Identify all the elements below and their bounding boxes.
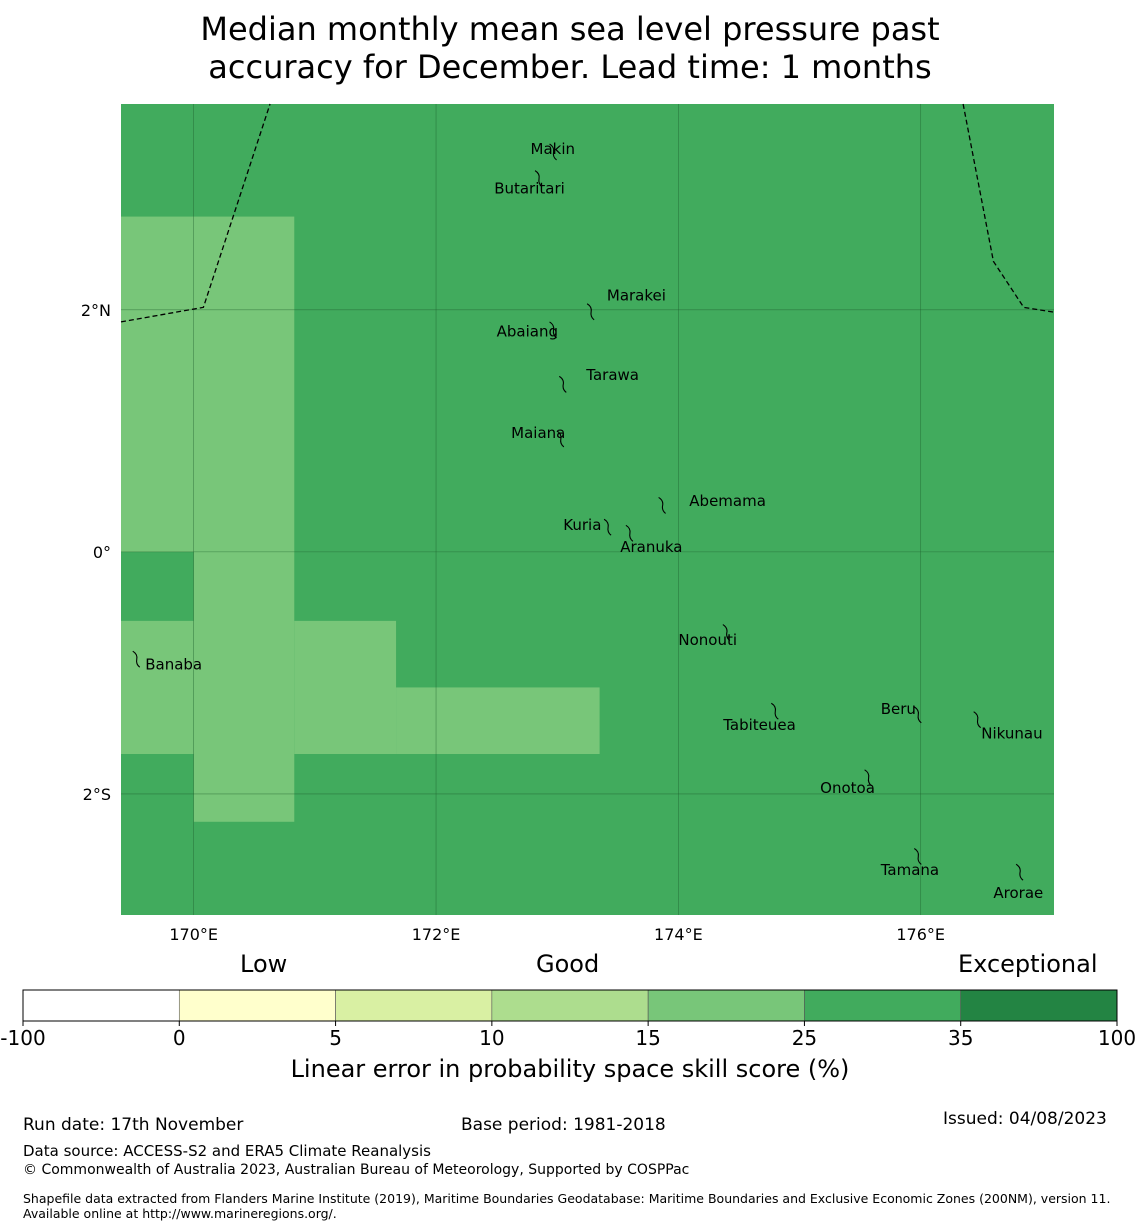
colorbar-bin [804,989,962,1022]
skill-region-15-25 [193,551,295,822]
island-outline [722,624,731,641]
eez-boundary [120,103,271,323]
island-label: Nikunau [981,724,1042,742]
island-label: Banaba [145,655,202,673]
colorbar-tick-label: 25 [792,1026,817,1050]
island-label: Maiana [511,424,565,442]
island-label: Nonouti [678,631,737,649]
lon-tick-label: 174°E [654,925,703,944]
issued-date: Issued: 04/08/2023 [943,1109,1107,1129]
eez-boundary [962,103,1055,313]
skill-region-15-25 [294,620,397,755]
colorbar-bin [647,989,805,1022]
category-good-label: Good [536,950,600,978]
island-outline [534,170,543,188]
colorbar-bin [335,989,493,1022]
island-outline [658,496,666,514]
island-label: Abemama [689,492,766,510]
lat-tick-label: 2°N [81,301,111,320]
lat-tick-label: 0° [93,543,111,562]
island-outline [558,375,567,393]
island-outline [132,650,141,668]
island-label: Onotoa [820,779,875,797]
island-outline [603,518,612,536]
island-outline [549,143,557,161]
title-line-2: accuracy for December. Lead time: 1 mont… [208,48,932,86]
skill-map: 170°E 172°E 174°E 176°E 2°N 0° 2°S Makin Butarit… [81,103,1055,944]
colorbar-frame [22,989,1118,1022]
colorbar-bin [491,989,649,1022]
colorbar-tick-label: 0 [173,1026,186,1050]
run-date: Run date: 17th November [23,1115,244,1135]
island-label: Abaiang [497,323,558,341]
island-outline [771,702,779,720]
island-outline [625,524,634,542]
island-label: Aranuka [620,538,682,556]
lat-tick-label: 2°S [83,785,111,804]
shapefile-credit: Shapefile data extracted from Flanders M… [23,1191,1111,1221]
colorbar-tick-label: 5 [329,1026,342,1050]
title-line-1: Median monthly mean sea level pressure p… [200,10,940,48]
data-source: Data source: ACCESS-S2 and ERA5 Climate … [23,1142,431,1160]
island-label: Arorae [993,884,1043,902]
island-outline [586,303,595,321]
colorbar-bin [960,989,1118,1022]
island-outline [913,848,922,865]
island-label: Makin [531,140,576,158]
colorbar-bin [22,989,180,1022]
copyright: © Commonwealth of Australia 2023, Austra… [23,1162,690,1178]
colorbar-tick-label: 15 [635,1026,660,1050]
island-outline [973,711,982,729]
island-outline [1015,863,1024,881]
island-label: Marakei [607,286,666,304]
colorbar-tick-label: 10 [479,1026,504,1050]
lon-tick-label: 170°E [169,925,218,944]
map-title: Median monthly mean sea level pressure p… [0,10,1140,86]
colorbar-tick-label: 100 [1098,1026,1136,1050]
island-outline [913,706,922,724]
island-label: Beru [881,700,916,718]
island-outline [864,769,872,787]
island-outline [549,321,557,339]
skill-region-15-25 [121,216,295,552]
colorbar-bin [178,989,336,1022]
island-label: Tamana [880,861,939,879]
skill-region-15-25 [121,620,194,755]
colorbar-tick-label: -100 [0,1026,45,1050]
lon-tick-label: 176°E [896,925,945,944]
island-label: Tarawa [585,366,639,384]
lon-tick-label: 172°E [412,925,461,944]
base-period: Base period: 1981-2018 [461,1115,666,1135]
island-outline [556,430,565,448]
island-label: Kuria [563,516,601,534]
island-label: Tabiteuea [722,716,796,734]
category-low-label: Low [240,950,288,978]
colorbar-tick-label: 35 [948,1026,973,1050]
skill-region-15-25 [396,687,600,755]
island-label: Butaritari [494,180,565,198]
colorbar-label: Linear error in probability space skill … [290,1055,850,1083]
category-exceptional-label: Exceptional [958,950,1098,978]
